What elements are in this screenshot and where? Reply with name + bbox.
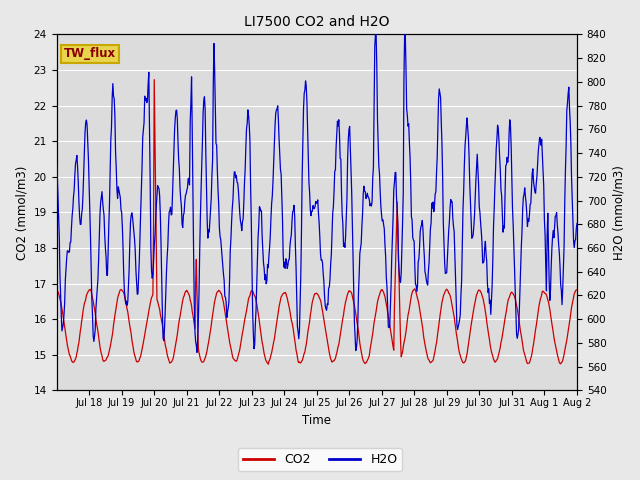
Title: LI7500 CO2 and H2O: LI7500 CO2 and H2O [244,15,390,29]
Text: TW_flux: TW_flux [65,48,116,60]
Y-axis label: CO2 (mmol/m3): CO2 (mmol/m3) [15,165,28,260]
Y-axis label: H2O (mmol/m3): H2O (mmol/m3) [612,165,625,260]
X-axis label: Time: Time [302,414,332,427]
Legend: CO2, H2O: CO2, H2O [237,448,403,471]
